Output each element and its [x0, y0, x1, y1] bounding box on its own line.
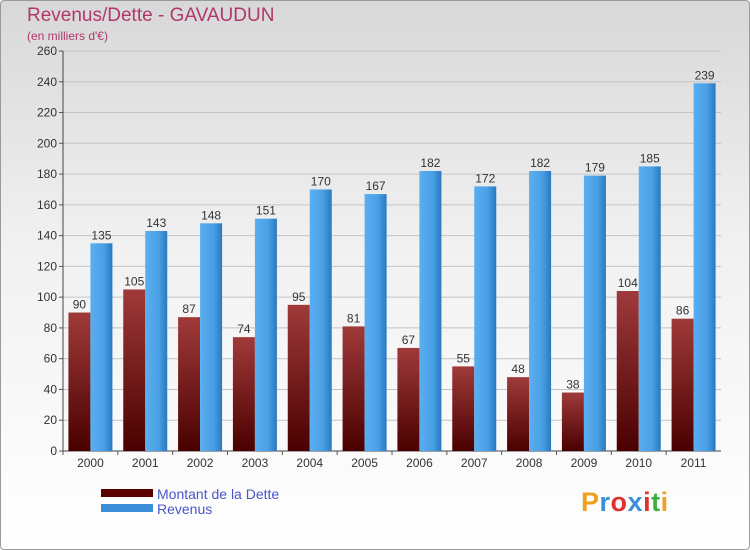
bar-revenus [419, 171, 442, 451]
data-label: 55 [457, 351, 471, 365]
data-label: 151 [256, 204, 276, 218]
data-label: 185 [640, 151, 660, 165]
x-tick-label: 2002 [187, 456, 214, 470]
data-label: 182 [420, 156, 440, 170]
legend-swatch-revenus [101, 504, 153, 512]
bar-revenus [474, 186, 497, 451]
chart-title: Revenus/Dette - GAVAUDUN [27, 5, 275, 26]
data-label: 67 [402, 333, 416, 347]
bar-revenus [693, 83, 716, 452]
data-label: 182 [530, 156, 550, 170]
data-label: 81 [347, 311, 361, 325]
data-label: 86 [676, 304, 690, 318]
x-tick-label: 2004 [296, 456, 323, 470]
data-label: 135 [91, 228, 111, 242]
data-label: 74 [237, 322, 251, 336]
y-tick-label: 140 [37, 229, 57, 243]
bar-revenus [145, 231, 168, 451]
chart-subtitle: (en milliers d'€) [27, 29, 108, 43]
bar-revenus [638, 166, 661, 451]
data-label: 167 [366, 179, 386, 193]
y-tick-label: 100 [37, 290, 57, 304]
bar-revenus [90, 243, 113, 451]
logo-letter: r [599, 487, 611, 517]
data-label: 104 [618, 276, 638, 290]
bar-debt [287, 304, 310, 451]
bar-revenus [583, 175, 606, 451]
data-label: 170 [311, 174, 331, 188]
x-tick-label: 2000 [77, 456, 104, 470]
x-tick-label: 2005 [351, 456, 378, 470]
logo-letter: x [627, 487, 644, 517]
bar-debt [232, 337, 255, 451]
bar-debt [616, 291, 639, 451]
data-label: 90 [73, 298, 87, 312]
x-tick-label: 2006 [406, 456, 433, 470]
data-label: 95 [292, 290, 306, 304]
logo-letter: i [643, 487, 652, 517]
y-tick-label: 180 [37, 167, 57, 181]
y-tick-label: 80 [44, 321, 58, 335]
y-tick-label: 160 [37, 198, 57, 212]
y-tick-label: 220 [37, 106, 57, 120]
y-tick-label: 260 [37, 44, 57, 58]
y-tick-label: 20 [44, 413, 58, 427]
data-label: 38 [566, 378, 580, 392]
data-label: 239 [695, 68, 715, 82]
bar-debt [178, 317, 201, 451]
logo-letter: o [610, 487, 628, 517]
proxiti-logo: Proxiti [581, 487, 669, 518]
bar-revenus [529, 171, 552, 451]
legend-label-debt: Montant de la Dette [157, 486, 280, 502]
data-label: 48 [511, 362, 525, 376]
bar-debt [123, 289, 146, 451]
x-tick-label: 2011 [681, 456, 707, 470]
bar-debt [671, 318, 694, 451]
bar-revenus [364, 194, 387, 452]
y-tick-label: 120 [37, 259, 57, 273]
y-tick-label: 240 [37, 75, 57, 89]
x-tick-label: 2003 [242, 456, 269, 470]
y-tick-label: 60 [44, 352, 58, 366]
bar-debt [507, 377, 530, 451]
bar-revenus [200, 223, 223, 451]
bar-debt [452, 366, 475, 451]
data-label: 143 [146, 216, 166, 230]
y-tick-label: 40 [44, 382, 58, 396]
bar-debt [68, 312, 91, 451]
bar-debt [561, 392, 584, 451]
data-label: 172 [475, 171, 495, 185]
legend-label-revenus: Revenus [157, 501, 213, 517]
data-label: 148 [201, 208, 221, 222]
x-tick-label: 2008 [516, 456, 543, 470]
bar-debt [342, 326, 365, 451]
data-label: 179 [585, 161, 605, 175]
x-tick-label: 2007 [461, 456, 488, 470]
y-tick-label: 0 [50, 444, 57, 458]
data-label: 105 [124, 274, 144, 288]
bar-revenus [254, 218, 277, 451]
y-tick-label: 200 [37, 136, 57, 150]
legend-swatch-debt [101, 489, 153, 497]
x-tick-label: 2001 [132, 456, 159, 470]
logo-letter: t [651, 487, 661, 517]
bar-debt [397, 347, 420, 451]
data-label: 87 [182, 302, 196, 316]
bar-revenus [309, 189, 332, 451]
x-tick-label: 2009 [571, 456, 598, 470]
x-tick-label: 2010 [625, 456, 652, 470]
logo-letter: P [581, 487, 600, 517]
logo-letter: i [660, 487, 669, 517]
